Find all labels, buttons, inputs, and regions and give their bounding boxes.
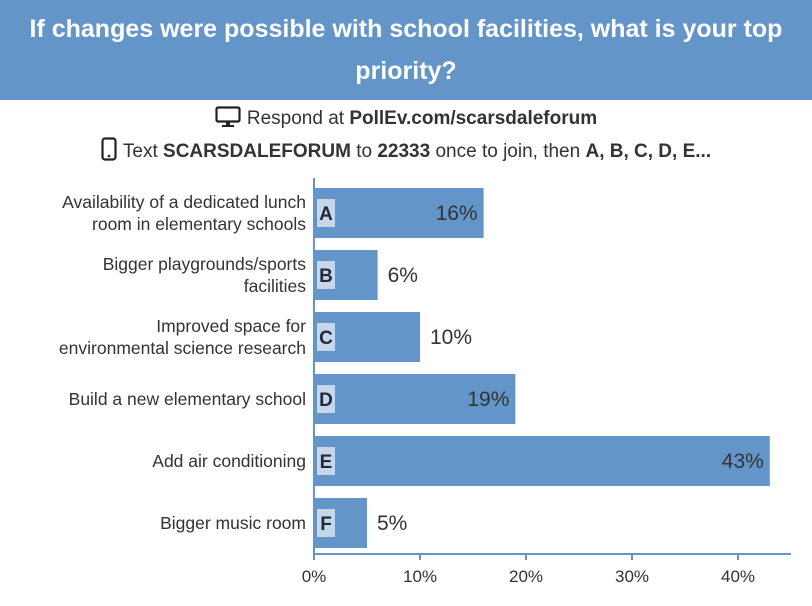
category-label-e: Add air conditioning xyxy=(152,451,306,471)
bar-letter-a: A xyxy=(319,204,333,225)
bar-letter-badge-a xyxy=(317,199,335,227)
value-label-b: 6% xyxy=(388,264,418,287)
phone-icon xyxy=(101,137,117,167)
category-label-d: Build a new elementary school xyxy=(69,389,306,409)
bar-letter-e: E xyxy=(320,452,333,473)
bar-chart: A 16% Availability of a dedicated lunch roo… xyxy=(59,178,791,586)
bar-letter-b: B xyxy=(319,266,333,287)
x-tick-label: 30% xyxy=(615,567,649,586)
respond-text-to: to xyxy=(356,141,373,162)
value-label-a: 16% xyxy=(436,202,478,225)
respond-text-line: Text SCARSDALEFORUM to 22333 once to joi… xyxy=(0,137,812,167)
poll-question-title: If changes were possible with school fac… xyxy=(29,15,783,85)
x-tick-label: 40% xyxy=(721,567,755,586)
respond-text-options: A, B, C, D, E... xyxy=(585,141,712,162)
respond-text-prefix: Text xyxy=(122,141,158,162)
bar-letter-badge-f xyxy=(317,509,335,537)
respond-web-url[interactable]: PollEv.com/scarsdaleforum xyxy=(349,108,598,129)
bar-a xyxy=(314,188,484,238)
respond-web-prefix: Respond at xyxy=(246,108,345,129)
x-tick-label: 10% xyxy=(403,567,437,586)
header-banner: If changes were possible with school fac… xyxy=(0,0,812,100)
bar-d xyxy=(314,374,516,424)
bar-letter-f: F xyxy=(320,514,332,535)
category-label-b: Bigger playgrounds/sports facilities xyxy=(103,254,307,296)
monitor-icon xyxy=(215,106,241,134)
bar-letter-badge-d xyxy=(317,385,335,413)
value-label-e: 43% xyxy=(722,450,764,473)
bar-letter-d: D xyxy=(319,390,333,411)
bar-letter-c: C xyxy=(319,328,333,349)
value-label-d: 19% xyxy=(467,388,509,411)
bar-letter-badge-e xyxy=(317,447,335,475)
value-label-f: 5% xyxy=(377,512,407,535)
category-label-a: Availability of a dedicated lunch room in… xyxy=(62,192,306,234)
bar-letter-badge-b xyxy=(317,261,335,289)
respond-web-line: Respond at PollEv.com/scarsdaleforum xyxy=(0,106,812,134)
x-tick-label: 0% xyxy=(302,567,327,586)
respond-text-code: SCARSDALEFORUM xyxy=(163,141,351,162)
respond-text-number: 22333 xyxy=(377,141,431,162)
category-label-c: Improved space for environmental science … xyxy=(59,316,306,358)
bar-letter-badge-c xyxy=(317,323,335,351)
x-tick-label: 20% xyxy=(509,567,543,586)
category-label-f: Bigger music room xyxy=(160,513,306,533)
respond-text-middle: once to join, then xyxy=(435,141,581,162)
bar-e xyxy=(314,436,770,486)
value-label-c: 10% xyxy=(430,326,472,349)
